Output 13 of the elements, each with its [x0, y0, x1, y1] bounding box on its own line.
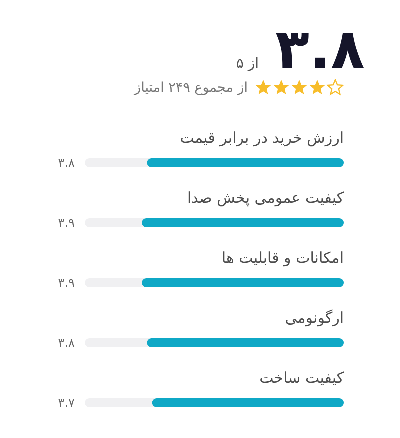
y-tick-label: کیفیت ساخت — [260, 369, 345, 387]
chart-subtitle: از ۵ — [236, 56, 260, 72]
y-tick-label: کیفیت عمومی پخش صدا — [188, 189, 345, 207]
y-tick-label: ارزش خرید در برابر قیمت — [180, 129, 344, 147]
data-label: ۳.۸ — [58, 336, 76, 350]
chart-title: ۳.۸ — [275, 18, 366, 82]
y-tick-label: ارگونومی — [285, 309, 344, 327]
data-label: ۳.۹ — [58, 216, 75, 230]
y-tick-label: امکانات و قابلیت ها — [222, 249, 344, 267]
text: از مجموع ۲۴۹ امتیاز — [134, 80, 248, 96]
data-label: ۳.۷ — [58, 396, 76, 410]
data-label: ۳.۹ — [58, 276, 75, 290]
data-label: ۳.۸ — [58, 156, 76, 170]
